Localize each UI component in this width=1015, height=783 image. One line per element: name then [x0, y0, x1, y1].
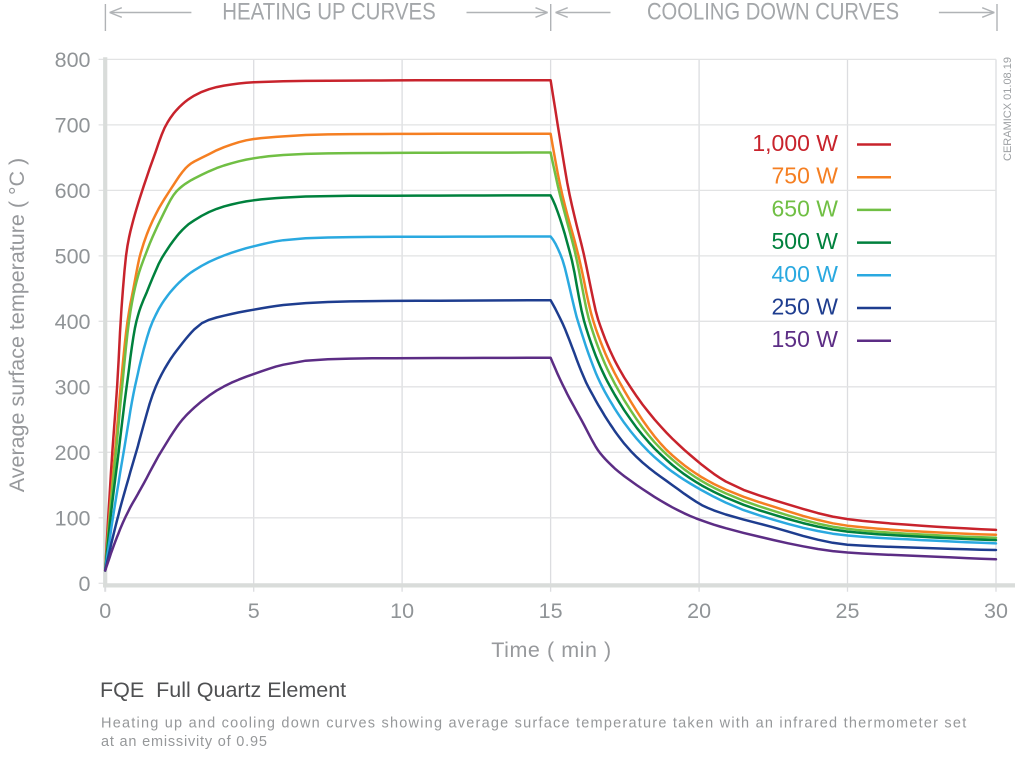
svg-text:1,000 W: 1,000 W: [752, 130, 838, 156]
svg-text:600: 600: [55, 179, 91, 203]
svg-text:Time ( min ): Time ( min ): [491, 638, 611, 662]
svg-text:HEATING UP CURVES: HEATING UP CURVES: [222, 0, 436, 25]
svg-text:650 W: 650 W: [772, 195, 839, 221]
svg-text:0: 0: [99, 599, 111, 623]
svg-text:400 W: 400 W: [772, 261, 839, 287]
svg-text:20: 20: [687, 599, 711, 623]
svg-text:15: 15: [539, 599, 563, 623]
svg-text:5: 5: [248, 599, 260, 623]
svg-text:FQE Full Quartz Element: FQE Full Quartz Element: [100, 678, 346, 702]
svg-text:800: 800: [55, 48, 91, 72]
svg-text:10: 10: [390, 599, 414, 623]
svg-text:700: 700: [55, 113, 91, 137]
svg-text:Heating up and cooling down cu: Heating up and cooling down curves showi…: [101, 716, 967, 732]
svg-text:250 W: 250 W: [772, 294, 839, 320]
svg-text:400: 400: [55, 310, 91, 334]
svg-text:500: 500: [55, 244, 91, 268]
svg-text:750 W: 750 W: [772, 163, 839, 189]
svg-text:200: 200: [55, 441, 91, 465]
svg-text:COOLING DOWN CURVES: COOLING DOWN CURVES: [647, 0, 899, 25]
svg-text:CERAMICX 01.08.19: CERAMICX 01.08.19: [1002, 57, 1014, 161]
svg-text:150 W: 150 W: [772, 326, 839, 352]
svg-text:300: 300: [55, 375, 91, 399]
svg-text:30: 30: [984, 599, 1008, 623]
svg-text:100: 100: [55, 506, 91, 530]
svg-text:0: 0: [79, 572, 91, 596]
svg-text:at an emissivity of 0.95: at an emissivity of 0.95: [101, 734, 268, 750]
svg-text:Average surface temperature (: Average surface temperature ( °C ): [5, 158, 29, 492]
svg-text:25: 25: [836, 599, 860, 623]
svg-text:500 W: 500 W: [772, 228, 839, 254]
